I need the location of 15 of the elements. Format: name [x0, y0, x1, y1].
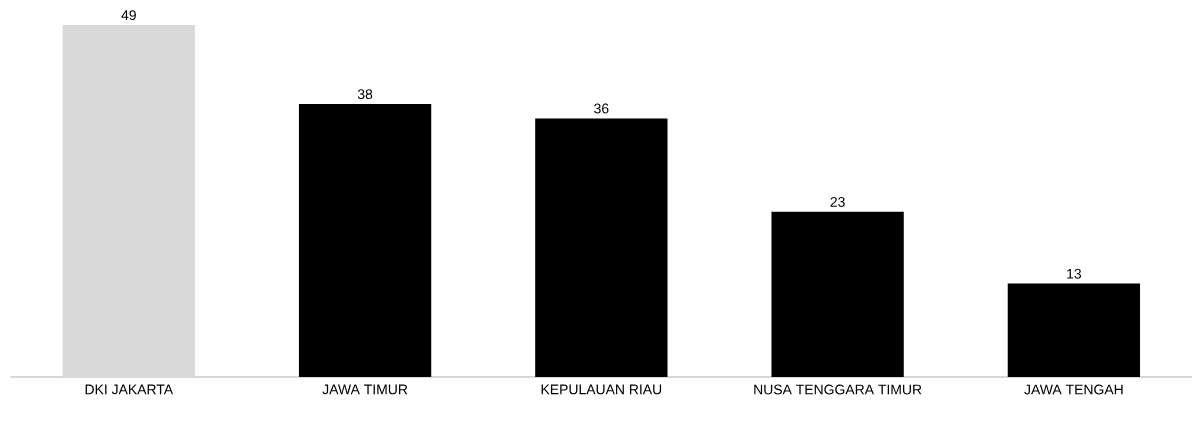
bar: [298, 104, 432, 377]
data-label: 38: [357, 89, 373, 100]
data-label: 49: [121, 10, 136, 21]
x-tick-label: KEPULAUAN RIAU: [541, 384, 662, 395]
bar: [1007, 283, 1141, 377]
data-label: 13: [1067, 268, 1082, 279]
bar: [62, 25, 195, 377]
x-tick-label: DKI JAKARTA: [85, 384, 174, 395]
data-label: 23: [830, 196, 845, 207]
x-tick-label: JAWA TENGAH: [1024, 384, 1123, 395]
data-label: 36: [594, 103, 609, 114]
x-tick-label: JAWA TIMUR: [322, 384, 408, 395]
x-tick-label: NUSA TENGGARA TIMUR: [754, 384, 922, 395]
bar: [535, 118, 668, 377]
bar: [771, 211, 904, 377]
